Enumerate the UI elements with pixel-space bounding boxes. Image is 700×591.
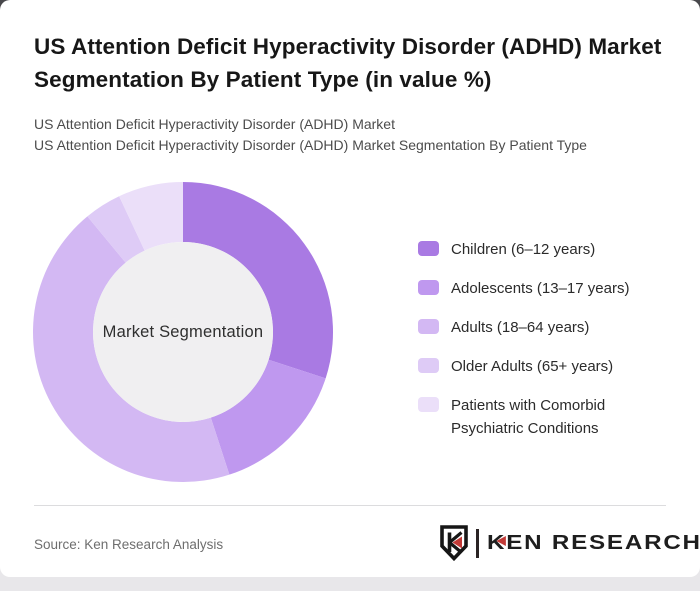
chart-subtitle-line1: US Attention Deficit Hyperactivity Disor… [34,116,395,132]
legend-label: Adolescents (13–17 years) [451,280,630,297]
logo-k-letter: K [486,531,507,554]
legend-label: Older Adults (65+ years) [451,358,614,375]
donut-slice-4 [119,182,183,251]
legend-swatch [418,358,439,373]
donut-slice-0 [183,182,333,379]
donut-slice-2 [33,216,230,482]
legend-swatch [418,280,439,295]
source-attribution: Source: Ken Research Analysis [34,537,224,552]
chart-subtitle-line2: US Attention Deficit Hyperactivity Disor… [34,137,587,153]
legend-item: Adults (18–64 years) [418,316,668,339]
legend-label: Adults (18–64 years) [451,319,590,336]
legend-swatch [418,241,439,256]
footer-divider [34,505,666,506]
chart-legend: Children (6–12 years) Adolescents (13–17 … [418,238,668,440]
page-title: US Attention Deficit Hyperactivity Disor… [34,34,662,92]
legend-item: Patients with Comorbid Psychiatric Condi… [418,394,668,440]
legend-item: Adolescents (13–17 years) [418,277,668,300]
logo-red-triangle-icon [495,536,506,546]
logo-wordmark: K EN RESEARCH [487,531,700,555]
donut-hole [93,242,273,422]
legend-swatch [418,319,439,334]
logo-separator-bar [475,528,479,558]
ken-research-shield-icon [440,525,468,561]
donut-slice-1 [210,359,326,475]
legend-label: Patients with Comorbid Psychiatric Condi… [451,397,606,437]
ken-research-logo: K EN RESEARCH [439,525,700,561]
donut-chart-svg [33,182,333,482]
legend-item: Older Adults (65+ years) [418,355,668,378]
infographic-card: US Attention Deficit Hyperactivity Disor… [0,0,700,577]
legend-label: Children (6–12 years) [451,241,596,258]
donut-slice-3 [87,196,145,263]
legend-swatch [418,397,439,412]
donut-chart: Market Segmentation [33,182,333,482]
logo-wordmark-rest: EN RESEARCH [506,531,700,554]
legend-item: Children (6–12 years) [418,238,668,261]
